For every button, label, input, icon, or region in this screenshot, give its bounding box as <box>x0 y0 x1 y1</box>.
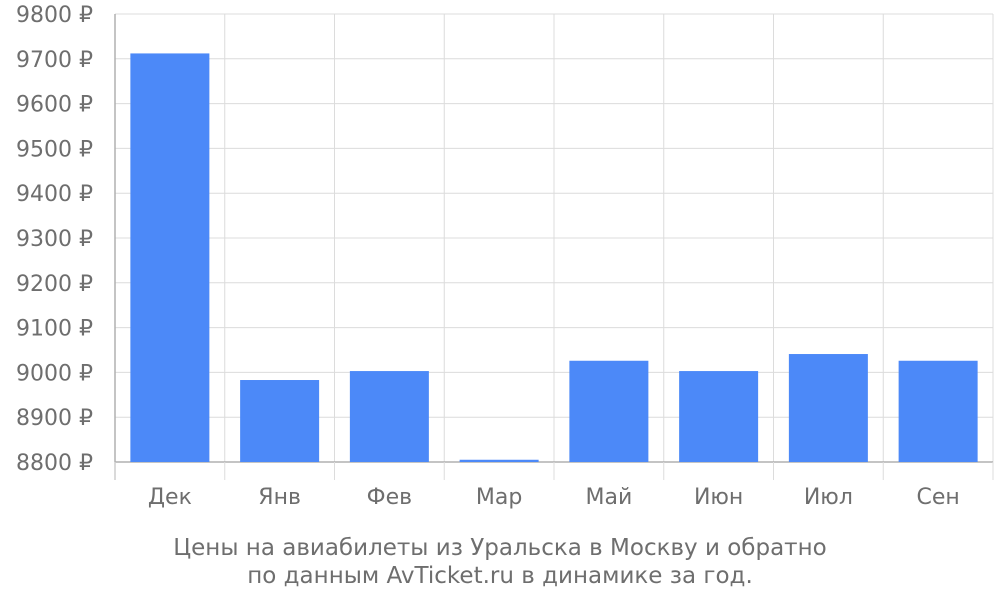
y-tick-label: 9100 ₽ <box>16 317 93 342</box>
chart-caption-line-1: Цены на авиабилеты из Уральска в Москву … <box>173 535 827 561</box>
bar-1 <box>130 53 210 462</box>
bar-6 <box>679 371 759 462</box>
bar-chart: 8800 ₽ 8900 ₽ 9000 ₽ 9100 ₽ 9200 ₽ 9300 ₽ 9400… <box>16 3 994 510</box>
y-tick-label: 9800 ₽ <box>16 3 93 28</box>
bar-7 <box>788 354 868 462</box>
bar-3 <box>349 371 429 462</box>
x-tick-label: Июн <box>694 485 743 510</box>
y-tick-label: 9400 ₽ <box>16 182 93 207</box>
x-tick-label: Июл <box>804 485 853 510</box>
chart-caption-line-2: по данным AvTicket.ru в динамике за год. <box>247 563 753 589</box>
x-tick-label: Фев <box>367 485 412 510</box>
x-tick-label: Мар <box>476 485 522 510</box>
x-tick-label: Сен <box>916 485 959 510</box>
y-tick-label: 9700 ₽ <box>16 48 93 73</box>
bar-8 <box>898 360 978 462</box>
y-tick-label: 9600 ₽ <box>16 93 93 118</box>
y-tick-label: 9500 ₽ <box>16 137 93 162</box>
x-tick-label: Янв <box>258 485 301 510</box>
y-tick-label: 9000 ₽ <box>16 361 93 386</box>
x-tick-label: Май <box>585 485 632 510</box>
bar-5 <box>569 360 649 462</box>
y-tick-label: 9300 ₽ <box>16 227 93 252</box>
bar-2 <box>240 380 320 462</box>
y-tick-label: 8900 ₽ <box>16 406 93 431</box>
bar-4 <box>459 459 539 462</box>
y-tick-label: 8800 ₽ <box>16 451 93 476</box>
x-tick-label: Дек <box>148 485 192 510</box>
y-tick-label: 9200 ₽ <box>16 272 93 297</box>
